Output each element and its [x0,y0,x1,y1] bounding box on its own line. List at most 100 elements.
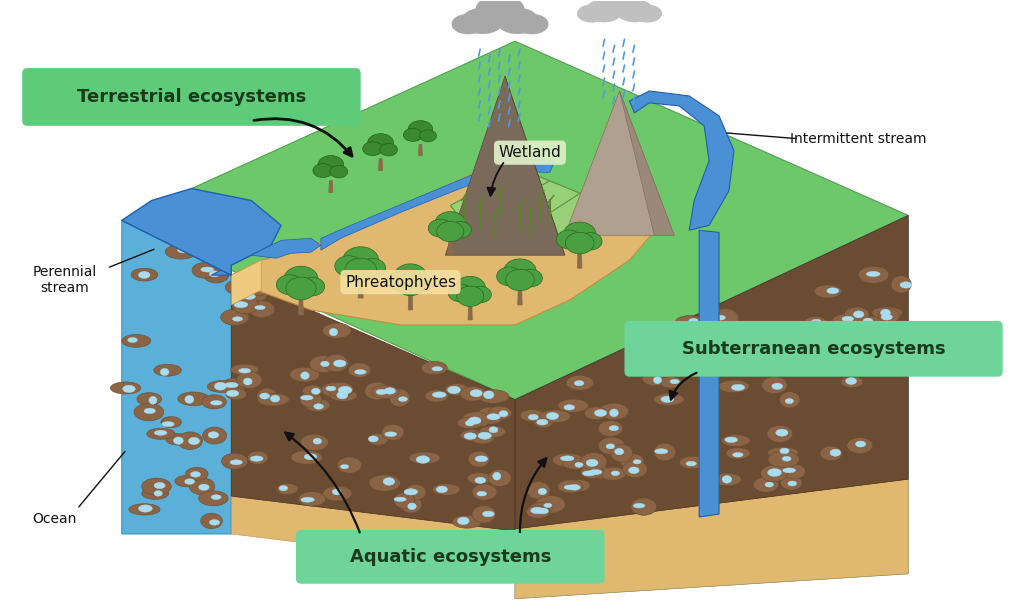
Ellipse shape [841,376,863,388]
Ellipse shape [540,410,570,423]
Ellipse shape [323,323,351,339]
Ellipse shape [811,319,821,325]
Ellipse shape [686,461,696,466]
Ellipse shape [330,165,348,178]
Polygon shape [620,91,674,235]
Ellipse shape [131,268,158,281]
Ellipse shape [482,511,495,517]
Polygon shape [515,215,908,529]
Ellipse shape [679,456,706,469]
Ellipse shape [178,392,209,406]
Ellipse shape [301,497,314,502]
Text: Aquatic ecosystems: Aquatic ecosystems [349,548,551,566]
Text: Terrestrial ecosystems: Terrestrial ecosystems [77,88,306,106]
Ellipse shape [785,398,794,404]
Ellipse shape [599,403,629,420]
Ellipse shape [154,490,163,496]
Ellipse shape [394,493,415,509]
Polygon shape [122,220,231,534]
Ellipse shape [689,318,698,323]
Ellipse shape [611,471,620,476]
Ellipse shape [404,489,418,495]
Ellipse shape [359,259,386,278]
Ellipse shape [345,258,377,282]
Ellipse shape [286,277,316,300]
Ellipse shape [348,363,371,378]
Ellipse shape [432,367,442,371]
Ellipse shape [177,432,203,450]
Ellipse shape [382,425,404,440]
Ellipse shape [811,367,821,371]
Ellipse shape [199,484,209,490]
Ellipse shape [478,390,509,403]
Ellipse shape [428,219,452,237]
Ellipse shape [470,390,482,396]
Ellipse shape [146,428,175,439]
Ellipse shape [425,390,449,402]
Ellipse shape [230,364,259,375]
Text: Subterranean ecosystems: Subterranean ecosystems [682,340,945,358]
Ellipse shape [317,156,344,174]
Ellipse shape [469,286,492,303]
Ellipse shape [155,483,165,489]
Ellipse shape [201,513,222,529]
Ellipse shape [538,508,548,514]
Ellipse shape [244,293,255,300]
Polygon shape [231,171,659,325]
Ellipse shape [544,503,552,508]
Ellipse shape [326,386,336,391]
Ellipse shape [462,412,490,428]
Ellipse shape [409,121,433,138]
Ellipse shape [711,309,738,326]
Ellipse shape [300,278,325,296]
Ellipse shape [304,454,316,460]
Ellipse shape [447,386,461,393]
Ellipse shape [330,390,357,401]
Ellipse shape [488,406,512,420]
Ellipse shape [564,485,577,490]
Ellipse shape [768,447,799,458]
Ellipse shape [581,453,607,470]
Ellipse shape [558,399,589,412]
Ellipse shape [783,356,803,371]
Ellipse shape [669,331,682,336]
Ellipse shape [343,247,379,274]
Ellipse shape [444,384,469,395]
Ellipse shape [731,384,744,390]
Ellipse shape [609,409,618,417]
Ellipse shape [653,376,662,384]
Ellipse shape [878,353,906,366]
Polygon shape [419,145,422,156]
Ellipse shape [437,221,464,242]
Ellipse shape [874,369,884,373]
Ellipse shape [260,393,269,399]
Ellipse shape [578,5,605,22]
Ellipse shape [504,259,537,283]
Ellipse shape [184,479,195,484]
Ellipse shape [472,484,497,500]
Ellipse shape [129,504,160,515]
Ellipse shape [177,247,189,253]
Ellipse shape [675,315,703,329]
Ellipse shape [239,368,251,373]
Ellipse shape [224,382,239,387]
Ellipse shape [565,232,594,254]
Ellipse shape [369,475,400,491]
Ellipse shape [616,0,653,21]
Ellipse shape [780,476,802,490]
Ellipse shape [166,434,189,445]
Ellipse shape [232,296,258,314]
Ellipse shape [782,456,792,461]
Ellipse shape [207,381,239,393]
Ellipse shape [165,245,197,259]
Ellipse shape [845,307,869,322]
Ellipse shape [290,367,319,382]
Ellipse shape [111,382,141,394]
Polygon shape [630,91,734,231]
Ellipse shape [137,393,162,406]
Ellipse shape [586,459,598,467]
Ellipse shape [780,448,790,454]
Ellipse shape [138,505,153,512]
Ellipse shape [568,484,581,490]
Polygon shape [122,203,251,275]
